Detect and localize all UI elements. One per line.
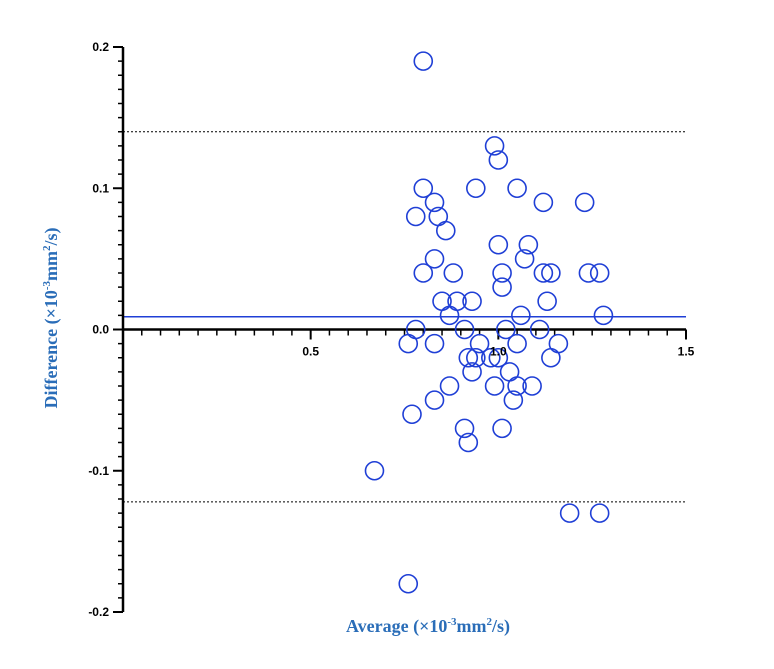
limit-lines — [123, 131, 686, 503]
data-point — [496, 319, 516, 340]
data-point — [499, 362, 520, 382]
y-tick-label: 0.0 — [92, 323, 109, 337]
data-point — [424, 249, 445, 269]
data-point — [503, 390, 524, 410]
data-point — [439, 376, 460, 396]
data-point — [413, 263, 434, 283]
data-point — [469, 333, 490, 354]
data-points — [364, 51, 614, 594]
data-point — [533, 192, 554, 213]
data-point — [537, 291, 557, 312]
data-point — [462, 291, 482, 312]
data-point — [462, 362, 482, 382]
data-point — [507, 333, 527, 354]
data-point — [533, 263, 554, 283]
data-point — [593, 305, 614, 326]
data-point — [488, 150, 509, 170]
x-axis-title: Average (×10-3mm2/s) — [346, 616, 510, 637]
data-point — [574, 192, 595, 213]
data-point — [511, 305, 531, 326]
data-point — [559, 503, 580, 523]
data-point — [364, 460, 385, 481]
data-point — [541, 347, 561, 368]
data-point — [522, 376, 542, 396]
data-point — [439, 305, 460, 326]
data-point — [454, 319, 475, 340]
y-tick-label: 0.2 — [92, 40, 109, 54]
data-point — [518, 234, 539, 255]
data-point — [424, 192, 445, 213]
data-point — [492, 418, 512, 439]
data-point — [507, 178, 527, 199]
x-tick-label: 0.5 — [302, 345, 319, 359]
data-point — [492, 277, 512, 297]
data-point — [405, 206, 426, 227]
data-point — [541, 263, 561, 283]
data-point — [413, 178, 434, 199]
data-point — [548, 333, 569, 354]
data-point — [424, 333, 445, 354]
data-point — [443, 263, 464, 283]
data-point — [402, 404, 422, 425]
data-point — [435, 220, 456, 241]
data-point — [529, 319, 550, 340]
y-tick-label: 0.1 — [92, 181, 109, 195]
data-point — [481, 347, 501, 368]
data-point — [458, 347, 479, 368]
x-tick-label: 1.0 — [490, 345, 507, 359]
data-point — [458, 432, 479, 453]
data-point — [398, 573, 419, 594]
y-axis-title: Difference (×10-3mm2/s) — [41, 227, 62, 408]
x-tick-label: 1.5 — [678, 345, 695, 359]
y-tick-label: -0.1 — [88, 464, 109, 478]
data-point — [466, 347, 486, 368]
y-tick-label: -0.2 — [88, 605, 109, 619]
data-point — [589, 263, 610, 283]
data-point — [488, 234, 509, 255]
data-point — [398, 333, 419, 354]
axes — [113, 46, 687, 613]
data-point — [492, 263, 512, 283]
data-point — [454, 418, 475, 439]
data-point — [484, 136, 505, 156]
data-point — [514, 249, 535, 269]
data-point — [424, 390, 445, 410]
data-point — [488, 347, 509, 368]
tick-labels: -0.2 -0.1 0.0 0.1 0.2 0.5 1.0 1.5 — [88, 40, 694, 619]
data-point — [507, 376, 527, 396]
data-point — [589, 503, 610, 523]
data-point — [484, 376, 505, 396]
data-point — [578, 263, 599, 283]
data-point — [413, 51, 434, 71]
data-point — [466, 178, 486, 199]
